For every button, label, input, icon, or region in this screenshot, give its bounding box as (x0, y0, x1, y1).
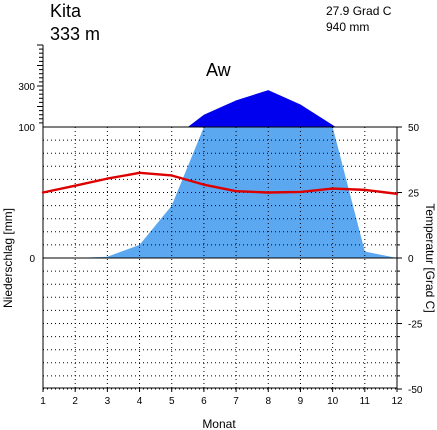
left-axis-title: Niederschlag [mm] (1, 208, 15, 308)
x-tick-label: 9 (298, 396, 304, 407)
precipitation-areas (43, 90, 397, 258)
precip-tick-label: 100 (18, 123, 35, 134)
x-tick-label: 11 (360, 396, 371, 407)
x-tick-label: 7 (233, 396, 239, 407)
temperature-point (331, 187, 334, 190)
temperature-point (267, 191, 270, 194)
temp-tick-label: -25 (408, 320, 423, 331)
temperature-layer (41, 171, 399, 196)
x-tick-label: 2 (72, 396, 78, 407)
right-axis-title: Temperatur [Grad C] (423, 203, 437, 312)
temp-tick-label: 0 (408, 254, 414, 265)
annual-precipitation: 940 mm (326, 20, 369, 34)
x-tick-label: 5 (169, 396, 175, 407)
temperature-point (234, 189, 238, 193)
axes (37, 44, 402, 392)
x-tick-label: 12 (391, 396, 403, 407)
climate-class: Aw (206, 60, 232, 80)
x-tick-label: 8 (265, 396, 271, 407)
temperature-point (170, 174, 173, 177)
x-tick-label: 6 (201, 396, 207, 407)
x-axis-title: Monat (202, 417, 236, 430)
station-name: Kita (50, 1, 82, 21)
station-elevation: 333 m (50, 24, 100, 44)
temperature-point (299, 190, 302, 194)
temperature-point (73, 184, 77, 187)
x-tick-label: 10 (327, 396, 339, 407)
precip-tick-label: 300 (18, 82, 35, 93)
x-tick-label: 4 (137, 396, 143, 407)
temperature-point (395, 192, 399, 196)
temperature-point (138, 171, 141, 175)
precip-tick-label: 0 (29, 254, 35, 265)
temperature-point (202, 183, 206, 186)
temp-tick-label: 25 (408, 189, 420, 200)
temp-tick-label: -50 (408, 385, 423, 396)
mean-temperature: 27.9 Grad C (326, 4, 392, 18)
temperature-point (106, 177, 109, 180)
temperature-point (41, 191, 45, 194)
grid-lines (43, 127, 397, 390)
x-tick-label: 1 (40, 396, 46, 407)
x-tick-label: 3 (105, 396, 111, 407)
temperature-point (363, 188, 367, 192)
precip-perhumid-area (187, 90, 336, 127)
temp-tick-label: 50 (408, 123, 420, 134)
temperature-line (42, 171, 398, 196)
